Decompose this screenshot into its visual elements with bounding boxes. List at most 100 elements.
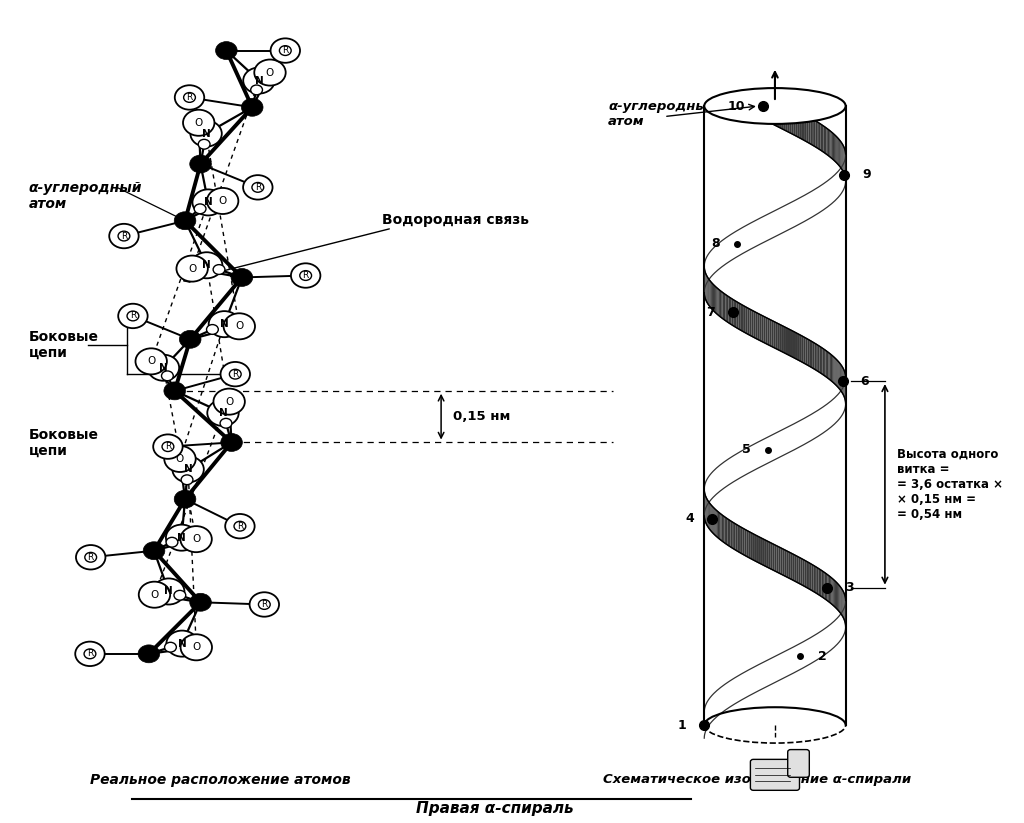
Polygon shape — [732, 522, 734, 549]
Circle shape — [164, 446, 196, 472]
Polygon shape — [774, 322, 776, 348]
Polygon shape — [805, 560, 806, 588]
Polygon shape — [776, 323, 778, 350]
Circle shape — [138, 582, 170, 607]
Polygon shape — [806, 338, 807, 365]
Polygon shape — [772, 544, 774, 570]
Polygon shape — [720, 291, 721, 318]
Circle shape — [223, 314, 255, 339]
Polygon shape — [792, 331, 794, 358]
Polygon shape — [769, 319, 772, 346]
Circle shape — [180, 526, 212, 552]
Text: N: N — [159, 363, 168, 373]
Text: 5: 5 — [741, 444, 751, 457]
Polygon shape — [794, 109, 796, 136]
Polygon shape — [762, 538, 764, 565]
Circle shape — [300, 271, 311, 281]
Polygon shape — [780, 324, 782, 351]
Text: R: R — [121, 231, 127, 240]
Polygon shape — [802, 336, 804, 363]
Polygon shape — [835, 581, 836, 608]
Polygon shape — [807, 116, 809, 143]
Polygon shape — [788, 552, 791, 579]
Polygon shape — [801, 558, 803, 585]
Polygon shape — [807, 339, 809, 366]
Circle shape — [135, 348, 167, 374]
Circle shape — [254, 59, 286, 86]
Polygon shape — [803, 114, 805, 141]
Polygon shape — [828, 575, 830, 602]
Circle shape — [252, 183, 264, 193]
Text: R: R — [261, 600, 267, 609]
Polygon shape — [760, 314, 762, 342]
Polygon shape — [765, 94, 767, 121]
Polygon shape — [835, 357, 836, 384]
Circle shape — [75, 642, 104, 666]
Polygon shape — [805, 114, 807, 142]
Text: O: O — [151, 590, 159, 600]
Polygon shape — [819, 123, 820, 150]
Polygon shape — [785, 105, 787, 132]
Circle shape — [189, 593, 211, 611]
Polygon shape — [790, 106, 792, 133]
Polygon shape — [736, 302, 738, 329]
Text: R: R — [237, 522, 243, 531]
Polygon shape — [726, 518, 727, 545]
Polygon shape — [729, 520, 730, 547]
Circle shape — [84, 649, 96, 658]
Polygon shape — [791, 553, 793, 580]
Polygon shape — [809, 117, 810, 144]
Polygon shape — [825, 127, 826, 154]
Circle shape — [220, 418, 231, 428]
Polygon shape — [778, 546, 780, 574]
Polygon shape — [745, 307, 748, 334]
Polygon shape — [777, 100, 779, 128]
Circle shape — [220, 362, 250, 386]
Text: R: R — [255, 183, 261, 192]
Circle shape — [291, 263, 321, 288]
Circle shape — [76, 545, 105, 570]
Polygon shape — [821, 347, 822, 374]
Polygon shape — [828, 352, 829, 379]
Circle shape — [258, 600, 270, 609]
Polygon shape — [768, 542, 770, 569]
Polygon shape — [830, 577, 831, 604]
Polygon shape — [746, 530, 749, 557]
Text: N: N — [164, 587, 173, 597]
Polygon shape — [718, 512, 719, 539]
Circle shape — [118, 231, 130, 241]
Circle shape — [229, 370, 242, 379]
Polygon shape — [819, 346, 821, 374]
Circle shape — [166, 630, 198, 657]
Circle shape — [207, 188, 239, 214]
Polygon shape — [774, 545, 776, 572]
Polygon shape — [822, 348, 824, 375]
Polygon shape — [836, 359, 837, 386]
Polygon shape — [809, 340, 811, 367]
Text: 9: 9 — [862, 168, 870, 181]
Polygon shape — [779, 101, 781, 128]
Polygon shape — [731, 299, 733, 326]
Text: R: R — [283, 46, 289, 55]
Polygon shape — [830, 355, 833, 382]
Polygon shape — [743, 306, 745, 333]
Text: α-углеродный
атом: α-углеродный атом — [29, 180, 142, 211]
Polygon shape — [814, 120, 815, 147]
Polygon shape — [716, 509, 717, 537]
Circle shape — [174, 590, 185, 600]
Polygon shape — [733, 300, 735, 327]
Polygon shape — [827, 351, 828, 379]
Polygon shape — [818, 569, 820, 596]
Polygon shape — [718, 288, 719, 315]
Polygon shape — [754, 311, 756, 338]
Polygon shape — [740, 527, 742, 554]
Polygon shape — [756, 535, 758, 562]
Polygon shape — [798, 110, 799, 137]
Polygon shape — [820, 124, 822, 151]
Text: O: O — [266, 67, 274, 77]
Circle shape — [242, 98, 263, 116]
Circle shape — [118, 304, 147, 328]
Circle shape — [174, 491, 196, 508]
Polygon shape — [834, 580, 835, 607]
Polygon shape — [793, 554, 795, 581]
